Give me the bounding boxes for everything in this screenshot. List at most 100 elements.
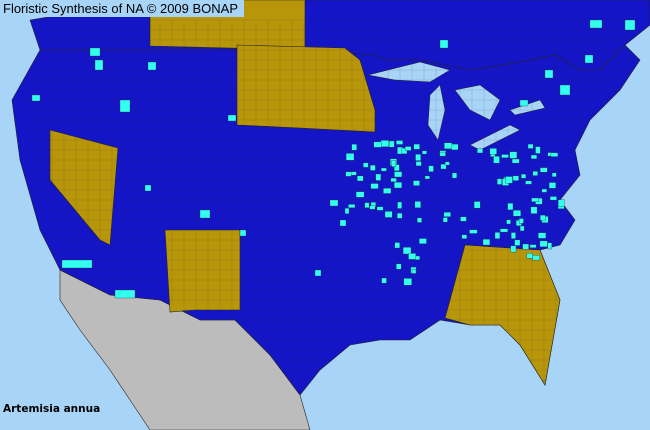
county-present: [469, 229, 478, 234]
county-present: [541, 188, 547, 193]
county-present: [532, 255, 540, 261]
county-present: [521, 173, 527, 179]
county-present: [94, 59, 104, 71]
county-present: [89, 47, 101, 57]
county-present: [351, 144, 357, 151]
county-present: [394, 171, 403, 178]
present-counties: [31, 19, 636, 299]
county-present: [364, 202, 370, 208]
county-present: [424, 175, 430, 180]
county-present: [375, 173, 382, 181]
county-present: [518, 218, 524, 224]
county-present: [550, 152, 559, 157]
county-present: [31, 94, 41, 102]
county-present: [357, 175, 364, 182]
county-present: [389, 140, 395, 148]
species-label: Artemisia annua: [3, 403, 101, 415]
county-present: [589, 19, 603, 29]
county-present: [512, 175, 519, 181]
county-present: [390, 177, 397, 182]
county-present: [381, 167, 387, 172]
county-present: [525, 180, 532, 185]
county-present: [344, 208, 350, 214]
county-present: [413, 143, 420, 150]
county-present: [428, 165, 434, 172]
county-present: [559, 84, 571, 96]
county-present: [535, 146, 541, 154]
county-present: [370, 183, 379, 189]
county-present: [314, 269, 322, 277]
county-present: [383, 188, 392, 194]
county-present: [547, 242, 552, 250]
county-present: [397, 201, 402, 209]
county-present: [507, 203, 514, 211]
county-present: [376, 206, 384, 211]
county-present: [442, 217, 448, 223]
county-present: [239, 229, 247, 237]
state-nevada: [49, 129, 119, 246]
county-present: [540, 167, 548, 173]
county-present: [391, 160, 397, 167]
county-present: [396, 263, 402, 270]
county-present: [403, 278, 412, 286]
county-present: [411, 269, 417, 274]
county-present: [513, 210, 521, 217]
county-present: [532, 171, 538, 176]
county-present: [114, 289, 136, 299]
county-present: [408, 253, 416, 260]
county-present: [440, 163, 447, 170]
county-present: [199, 209, 211, 219]
county-present: [348, 204, 356, 208]
county-present: [584, 54, 594, 64]
county-present: [394, 242, 400, 249]
county-present: [370, 164, 376, 171]
county-present: [415, 154, 421, 161]
county-present: [396, 140, 403, 145]
county-present: [329, 199, 339, 207]
county-present: [402, 247, 412, 255]
county-present: [624, 19, 636, 31]
county-present: [373, 141, 382, 148]
county-present: [482, 239, 491, 246]
county-present: [144, 184, 152, 192]
county-present: [526, 253, 533, 259]
county-present: [501, 154, 509, 158]
state-new-mexico: [164, 229, 241, 313]
county-present: [519, 225, 525, 232]
county-present: [345, 153, 355, 161]
county-present: [384, 211, 393, 218]
county-present: [227, 114, 237, 122]
county-present: [61, 259, 93, 269]
county-present: [489, 148, 497, 155]
county-present: [509, 151, 518, 159]
county-present: [493, 156, 500, 164]
county-present: [527, 143, 534, 149]
county-present: [439, 151, 446, 157]
county-present: [422, 150, 427, 155]
county-present: [339, 219, 347, 227]
county-present: [439, 39, 449, 49]
county-present: [404, 146, 412, 151]
county-present: [444, 161, 450, 166]
county-present: [460, 216, 467, 222]
county-present: [538, 232, 547, 239]
county-present: [510, 245, 517, 253]
county-present: [529, 244, 537, 248]
county-present: [461, 234, 467, 239]
county-present: [419, 238, 427, 244]
county-present: [511, 158, 520, 164]
county-present: [551, 172, 557, 177]
county-present: [451, 143, 459, 151]
county-present: [401, 147, 408, 154]
county-present: [505, 176, 513, 184]
county-present: [530, 206, 538, 214]
county-present: [147, 61, 157, 71]
county-present: [514, 239, 521, 246]
county-present: [522, 243, 529, 250]
county-present: [414, 201, 421, 208]
county-present: [452, 172, 457, 179]
county-present: [558, 199, 565, 207]
county-present: [369, 205, 376, 210]
county-present: [415, 161, 422, 167]
